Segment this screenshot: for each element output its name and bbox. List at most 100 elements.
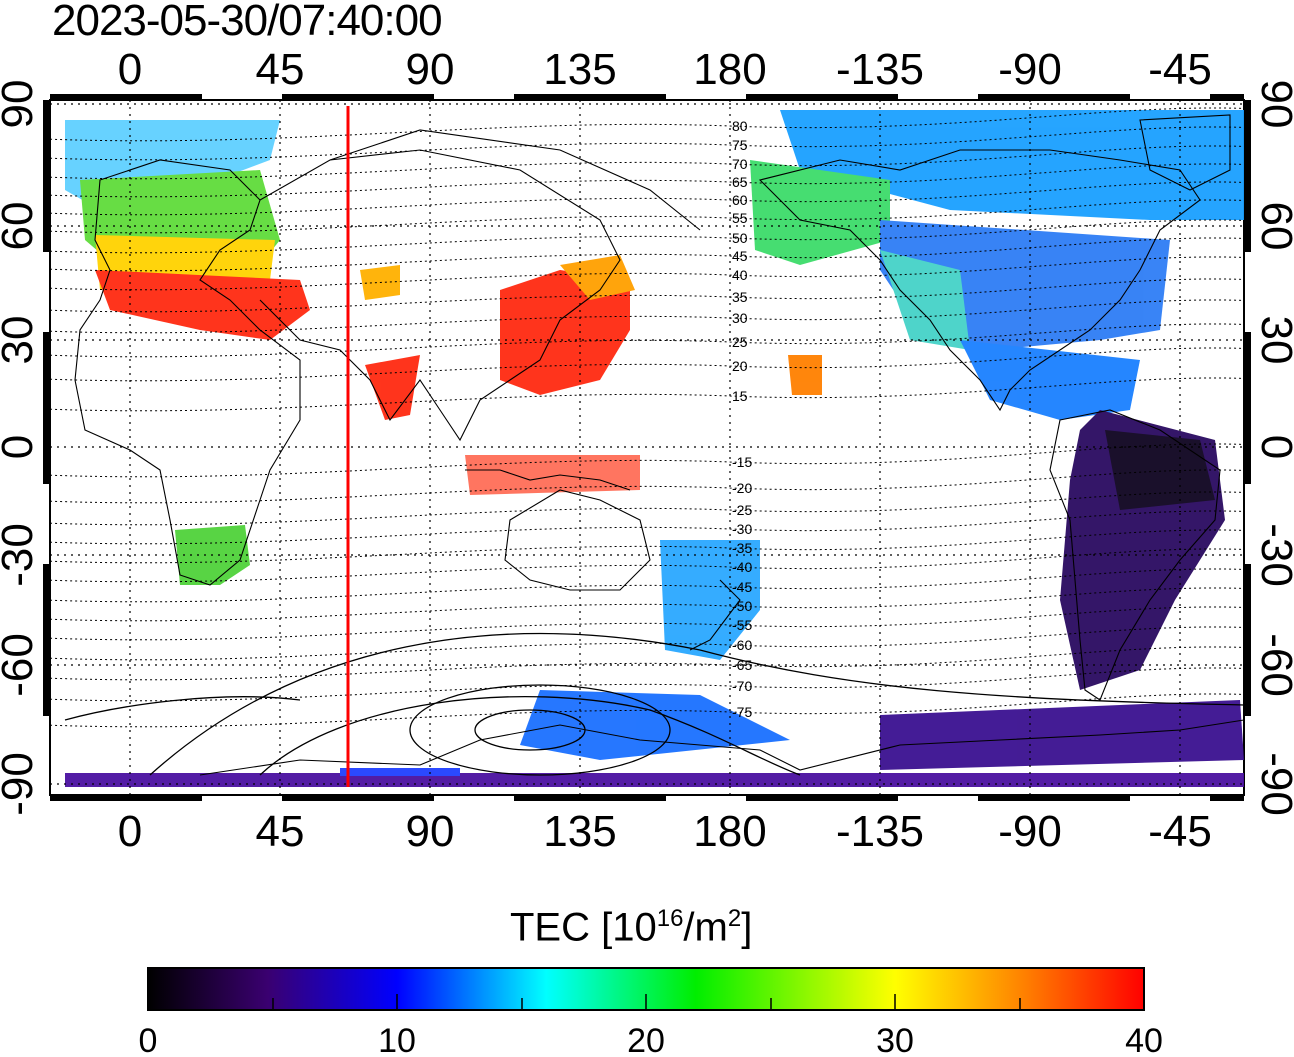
contour-line bbox=[50, 529, 1244, 564]
tec-patch-india-red bbox=[365, 355, 420, 420]
left-lat-tick: 60 bbox=[0, 202, 42, 251]
map-border-bars bbox=[43, 94, 1251, 801]
tec-patch-polar-band bbox=[65, 773, 1244, 787]
contour-line bbox=[50, 323, 1244, 358]
contour-line bbox=[50, 443, 1244, 478]
contour-line bbox=[50, 181, 1244, 216]
contour-label: -60 bbox=[732, 637, 752, 653]
contour-line bbox=[50, 568, 1244, 603]
bottom-lon-tick: 45 bbox=[256, 807, 305, 856]
contour-line bbox=[50, 510, 1244, 545]
colorbar-label-suffix: ] bbox=[741, 905, 753, 950]
contour-line bbox=[50, 548, 1244, 583]
contour-label: -25 bbox=[732, 502, 752, 518]
tec-patch-indonesia-red bbox=[465, 455, 640, 495]
contour-label: 45 bbox=[732, 248, 748, 264]
colorbar-tick: 40 bbox=[1125, 1022, 1163, 1057]
top-longitude-axis: 0 45 90 135 180 -135 -90 -45 bbox=[118, 45, 1212, 94]
contour-label: -75 bbox=[732, 704, 752, 720]
colorbar-label: TEC [1016/m2] bbox=[510, 905, 752, 950]
south-pole-contours bbox=[64, 632, 1244, 776]
contour-labels: 80 75 70 65 60 55 50 45 40 35 30 25 20 15 -15 -20 -25 -30… bbox=[732, 118, 752, 720]
contour-line bbox=[50, 256, 1244, 291]
bottom-lon-tick: -135 bbox=[836, 807, 924, 856]
right-lat-tick: 90 bbox=[1252, 80, 1294, 129]
bottom-longitude-axis: 0 45 90 135 180 -135 -90 -45 bbox=[118, 807, 1212, 856]
contour-line bbox=[50, 667, 1244, 702]
contour-label: -20 bbox=[732, 480, 752, 496]
top-lon-tick: 180 bbox=[693, 45, 766, 94]
bottom-lon-tick: 0 bbox=[118, 807, 142, 856]
contour-line bbox=[50, 626, 1244, 661]
colorbar-label-unit-exponent: 2 bbox=[727, 905, 742, 932]
contour-line bbox=[50, 199, 1244, 234]
contour-label: 50 bbox=[732, 230, 748, 246]
contour-label: -70 bbox=[732, 678, 752, 694]
contour-label: 25 bbox=[732, 334, 748, 350]
top-lon-tick: 0 bbox=[118, 45, 142, 94]
contour-label: 65 bbox=[732, 174, 748, 190]
top-lon-tick: 45 bbox=[256, 45, 305, 94]
colorbar-tick: 30 bbox=[876, 1022, 914, 1057]
contour-line bbox=[50, 219, 1244, 254]
right-latitude-axis: 90 60 30 0 -30 -60 -90 bbox=[1252, 80, 1294, 816]
colorbar-label-exponent: 16 bbox=[656, 905, 684, 932]
left-lat-tick: -90 bbox=[0, 752, 42, 816]
contour-line bbox=[50, 163, 1244, 198]
contour-label: -15 bbox=[732, 454, 752, 470]
contour-line bbox=[50, 237, 1244, 272]
left-lat-tick: 0 bbox=[0, 435, 42, 459]
tec-patch-new-zealand bbox=[660, 540, 760, 660]
left-lat-tick: 90 bbox=[0, 80, 42, 129]
contour-label: -65 bbox=[732, 657, 752, 673]
map-grid bbox=[50, 100, 1244, 795]
top-lon-tick: -90 bbox=[998, 45, 1062, 94]
right-lat-tick: -90 bbox=[1252, 752, 1294, 816]
contour-line bbox=[50, 347, 1244, 382]
colorbar-axis: 0 10 20 30 40 bbox=[139, 1022, 1163, 1057]
right-lat-tick: -60 bbox=[1252, 633, 1294, 697]
contour-line bbox=[50, 646, 1244, 681]
contour-line bbox=[50, 693, 1244, 728]
bottom-lon-tick: -90 bbox=[998, 807, 1062, 856]
contour-line bbox=[50, 491, 1244, 526]
contour-label: 70 bbox=[732, 156, 748, 172]
bottom-lon-tick: 90 bbox=[406, 807, 455, 856]
colorbar-minor-ticks bbox=[272, 994, 1021, 1010]
contour-line bbox=[50, 469, 1244, 504]
contour-line bbox=[50, 606, 1244, 641]
contour-label: -35 bbox=[732, 540, 752, 556]
contour-label: 75 bbox=[732, 137, 748, 153]
tec-patch-antarctica-blue bbox=[520, 690, 790, 760]
contour-label: 80 bbox=[732, 118, 748, 134]
contour-label: -50 bbox=[732, 598, 752, 614]
right-lat-tick: 60 bbox=[1252, 202, 1294, 251]
tec-patch-arctic-blue bbox=[780, 110, 1244, 220]
colorbar-label-prefix: TEC [10 bbox=[510, 905, 657, 950]
right-lat-tick: -30 bbox=[1252, 523, 1294, 587]
contour-label: 40 bbox=[732, 267, 748, 283]
tec-patch-amazon-dark bbox=[1105, 430, 1215, 510]
contour-label: -30 bbox=[732, 521, 752, 537]
bottom-lon-tick: -45 bbox=[1148, 807, 1212, 856]
contour-line bbox=[50, 587, 1244, 622]
contour-line bbox=[50, 145, 1244, 180]
top-lon-tick: -45 bbox=[1148, 45, 1212, 94]
colorbar-tick: 0 bbox=[139, 1022, 158, 1057]
colorbar-label-unit: /m bbox=[683, 905, 728, 950]
top-lon-tick: 135 bbox=[543, 45, 616, 94]
contour-label: 60 bbox=[732, 192, 748, 208]
contour-line bbox=[50, 126, 1244, 161]
tec-patch-west-us-cyan bbox=[880, 250, 970, 350]
contour-label: -45 bbox=[732, 579, 752, 595]
right-lat-tick: 30 bbox=[1252, 316, 1294, 365]
contour-label: 35 bbox=[732, 289, 748, 305]
contour-label: 15 bbox=[732, 388, 748, 404]
coastlines bbox=[74, 114, 1244, 776]
tec-patch-china-red bbox=[500, 270, 630, 395]
contour-label: 20 bbox=[732, 358, 748, 374]
left-latitude-axis: 90 60 30 0 -30 -60 -90 bbox=[0, 80, 42, 816]
contour-label: 30 bbox=[732, 310, 748, 326]
top-lon-tick: -135 bbox=[836, 45, 924, 94]
